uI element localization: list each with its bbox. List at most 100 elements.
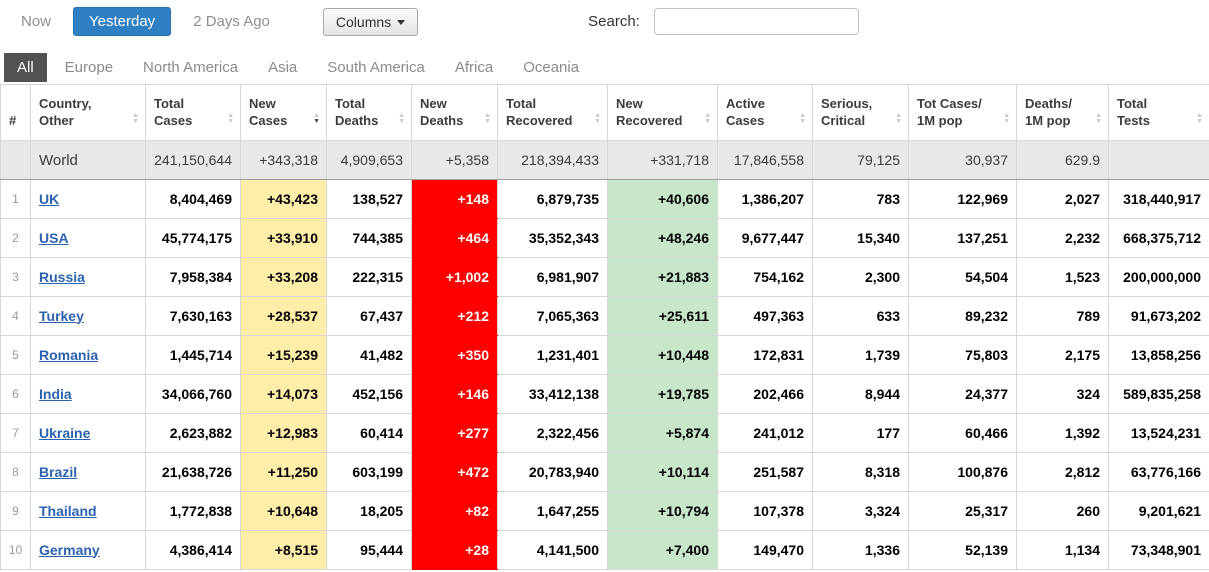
header-cell-new-deaths[interactable]: New Deaths ▲ ▼ xyxy=(411,84,498,141)
header-label: Critical xyxy=(821,113,866,128)
world-total-tests-cell xyxy=(1108,140,1209,180)
total-deaths-cell: 222,315 xyxy=(326,257,412,297)
tab-south-america[interactable]: South America xyxy=(327,53,425,82)
active-cases-cell: 497,363 xyxy=(717,296,813,336)
search-input[interactable] xyxy=(653,8,859,35)
country-link[interactable]: India xyxy=(39,385,72,402)
total-tests-cell: 200,000,000 xyxy=(1108,257,1209,297)
country-link[interactable]: Turkey xyxy=(39,307,84,324)
total-cases-cell: 7,630,163 xyxy=(145,296,241,336)
yesterday-button[interactable]: Yesterday xyxy=(73,7,172,36)
active-cases-cell: 149,470 xyxy=(717,530,813,570)
table-row: 7 Ukraine 2,623,882 +12,983 60,414 +277 … xyxy=(0,413,1209,453)
sort-icon[interactable]: ▲ ▼ xyxy=(313,112,320,125)
search-label: Search: xyxy=(588,13,640,30)
header-cell-new-recovered[interactable]: New Recovered ▲ ▼ xyxy=(607,84,718,141)
header-cell-active-cases[interactable]: Active Cases ▲ ▼ xyxy=(717,84,813,141)
header-cell-total-recovered[interactable]: Total Recovered ▲ ▼ xyxy=(497,84,608,141)
header-cell-total-deaths[interactable]: Total Deaths ▲ ▼ xyxy=(326,84,412,141)
country-link[interactable]: Ukraine xyxy=(39,424,91,441)
cases-per-1m-cell: 60,466 xyxy=(908,413,1017,453)
header-cell-country[interactable]: Country, Other ▲ ▼ xyxy=(30,84,146,141)
sort-icon[interactable]: ▲ ▼ xyxy=(594,112,601,125)
total-recovered-cell: 20,783,940 xyxy=(497,452,608,492)
two-days-ago-button[interactable]: 2 Days Ago xyxy=(187,12,276,31)
total-recovered-cell: 6,879,735 xyxy=(497,179,608,219)
table-row: 1 UK 8,404,469 +43,423 138,527 +148 6,87… xyxy=(0,179,1209,219)
tab-asia[interactable]: Asia xyxy=(268,53,297,82)
total-cases-cell: 34,066,760 xyxy=(145,374,241,414)
total-deaths-cell: 95,444 xyxy=(326,530,412,570)
cases-per-1m-cell: 52,139 xyxy=(908,530,1017,570)
header-cell-cases-per-1m[interactable]: Tot Cases/1M pop ▲ ▼ xyxy=(908,84,1017,141)
new-deaths-cell: +148 xyxy=(411,179,498,219)
new-deaths-cell: +212 xyxy=(411,296,498,336)
country-cell: Turkey xyxy=(30,296,146,336)
tab-north-america[interactable]: North America xyxy=(143,53,238,82)
new-cases-cell: +43,423 xyxy=(240,179,327,219)
serious-critical-cell: 177 xyxy=(812,413,909,453)
country-cell: India xyxy=(30,374,146,414)
header-cell-new-cases[interactable]: New Cases ▲ ▼ xyxy=(240,84,327,141)
total-cases-cell: 21,638,726 xyxy=(145,452,241,492)
serious-critical-cell: 1,336 xyxy=(812,530,909,570)
tab-africa[interactable]: Africa xyxy=(455,53,493,82)
deaths-per-1m-cell: 2,027 xyxy=(1016,179,1109,219)
deaths-per-1m-cell: 2,232 xyxy=(1016,218,1109,258)
sort-icon[interactable]: ▲ ▼ xyxy=(484,112,491,125)
serious-critical-cell: 15,340 xyxy=(812,218,909,258)
sort-icon[interactable]: ▲ ▼ xyxy=(132,112,139,125)
header-cell-total-tests[interactable]: Total Tests ▲ ▼ xyxy=(1108,84,1209,141)
new-cases-cell: +14,073 xyxy=(240,374,327,414)
country-link[interactable]: Germany xyxy=(39,541,100,558)
header-cell-deaths-per-1m[interactable]: Deaths/1M pop ▲ ▼ xyxy=(1016,84,1109,141)
header-label: Serious, xyxy=(821,96,873,111)
columns-button[interactable]: Columns xyxy=(322,7,419,36)
total-deaths-cell: 452,156 xyxy=(326,374,412,414)
total-tests-cell: 13,858,256 xyxy=(1108,335,1209,375)
world-country-cell: World xyxy=(30,140,146,180)
total-cases-cell: 45,774,175 xyxy=(145,218,241,258)
deaths-per-1m-cell: 1,134 xyxy=(1016,530,1109,570)
table-row: 2 USA 45,774,175 +33,910 744,385 +464 35… xyxy=(0,218,1209,258)
country-link[interactable]: UK xyxy=(39,190,60,207)
new-cases-cell: +12,983 xyxy=(240,413,327,453)
caret-down-icon xyxy=(397,19,406,25)
total-deaths-cell: 60,414 xyxy=(326,413,412,453)
header-label: Other xyxy=(39,113,74,128)
total-tests-cell: 63,776,166 xyxy=(1108,452,1209,492)
country-link[interactable]: Romania xyxy=(39,346,99,363)
sort-icon[interactable]: ▲ ▼ xyxy=(1196,112,1203,125)
country-link[interactable]: Brazil xyxy=(39,463,78,480)
rank-cell: 10 xyxy=(0,530,31,570)
rank-cell: 2 xyxy=(0,218,31,258)
header-label: Total xyxy=(1117,96,1148,111)
sort-icon[interactable]: ▲ ▼ xyxy=(895,112,902,125)
header-cell-total-cases[interactable]: Total Cases ▲ ▼ xyxy=(145,84,241,141)
country-link[interactable]: Thailand xyxy=(39,502,97,519)
deaths-per-1m-cell: 324 xyxy=(1016,374,1109,414)
sort-icon[interactable]: ▲ ▼ xyxy=(704,112,711,125)
header-label: 1M pop xyxy=(1025,113,1071,128)
sort-icon[interactable]: ▲ ▼ xyxy=(799,112,806,125)
world-active-cases-cell: 17,846,558 xyxy=(717,140,813,180)
tab-all[interactable]: All xyxy=(4,52,47,82)
sort-icon[interactable]: ▲ ▼ xyxy=(1095,112,1102,125)
new-cases-cell: +10,648 xyxy=(240,491,327,531)
tab-europe[interactable]: Europe xyxy=(65,53,113,82)
total-cases-cell: 7,958,384 xyxy=(145,257,241,297)
total-cases-cell: 4,386,414 xyxy=(145,530,241,570)
tab-oceania[interactable]: Oceania xyxy=(523,53,579,82)
country-link[interactable]: USA xyxy=(39,229,69,246)
active-cases-cell: 172,831 xyxy=(717,335,813,375)
rank-cell: 8 xyxy=(0,452,31,492)
sort-icon[interactable]: ▲ ▼ xyxy=(1003,112,1010,125)
country-link[interactable]: Russia xyxy=(39,268,85,285)
header-cell-rank: # xyxy=(0,84,31,141)
sort-icon[interactable]: ▲ ▼ xyxy=(398,112,405,125)
new-recovered-cell: +25,611 xyxy=(607,296,718,336)
header-cell-serious-critical[interactable]: Serious, Critical ▲ ▼ xyxy=(812,84,909,141)
now-button[interactable]: Now xyxy=(15,12,57,31)
continent-tabs: All Europe North America Asia South Amer… xyxy=(0,52,1209,82)
sort-icon[interactable]: ▲ ▼ xyxy=(227,112,234,125)
